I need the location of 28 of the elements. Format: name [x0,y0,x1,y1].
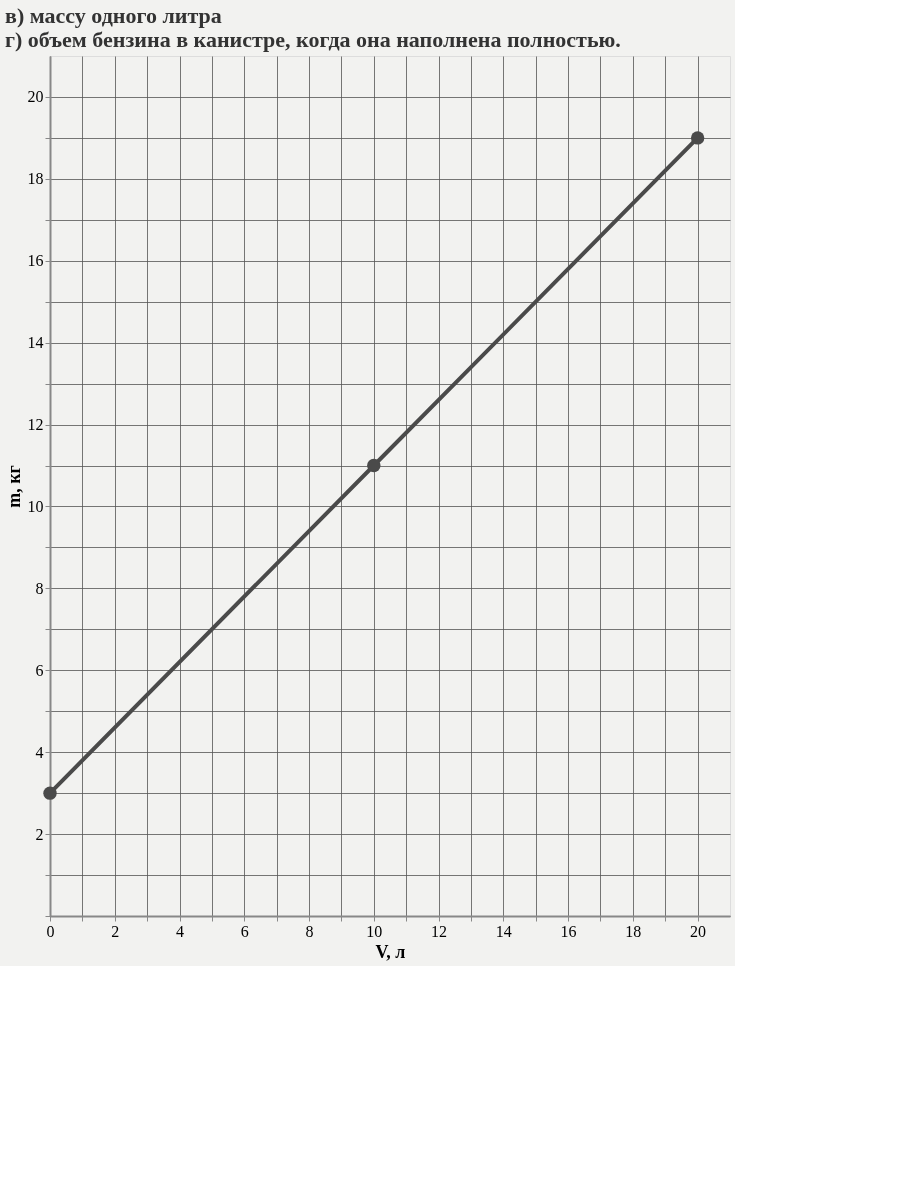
x-tick-label: 16 [560,922,577,940]
y-axis-title: m, кг [3,465,24,508]
point [367,458,381,473]
point [43,786,57,800]
y-tick-label: 10 [27,497,44,515]
y-tick-label: 16 [27,252,44,270]
x-tick-label: 4 [176,922,185,940]
x-tick-label: 18 [625,922,642,940]
y-tick-label: 6 [35,661,44,679]
y-tick-label: 8 [35,579,44,597]
text: в) массу одного литра [5,3,222,28]
y-tick-label: 14 [27,334,44,352]
x-tick-label: 8 [305,922,314,940]
x-axis-title: V, л [375,941,406,962]
y-tick-label: 4 [35,743,44,761]
y-tick-label: 12 [27,416,44,434]
y-tick-label: 18 [27,170,44,188]
text: г) объем бензина в канистре, когда она наполнена полностью. [5,27,621,52]
y-tick-label: 20 [27,88,44,106]
x-tick-label: 20 [690,922,707,940]
point [690,131,705,145]
x-tick-label: 2 [111,922,120,940]
y-tick-label: 2 [35,825,44,843]
x-tick-label: 6 [240,922,249,940]
x-tick-label: 14 [495,922,512,940]
x-tick-label: 0 [46,922,55,940]
x-tick-label: 12 [431,922,448,940]
x-tick-label: 10 [366,922,383,940]
